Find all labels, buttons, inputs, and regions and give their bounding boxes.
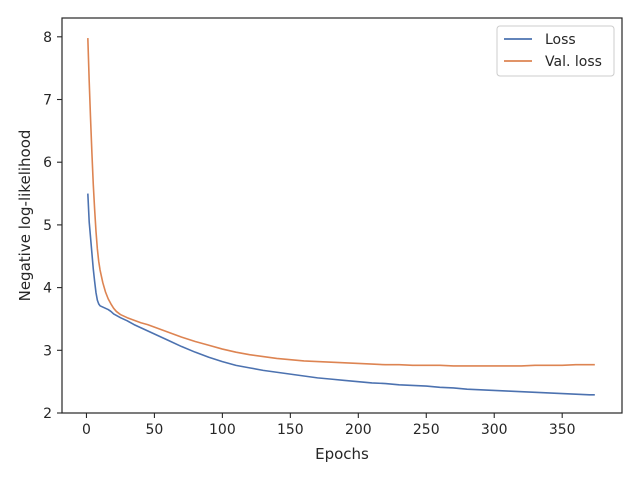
x-axis: 0 50 100 150 200 250 300 350 — [82, 413, 576, 438]
legend-label: Loss — [545, 32, 576, 48]
y-tick-label: 5 — [43, 218, 52, 234]
x-tick-label: 50 — [146, 422, 164, 438]
plot-frame — [61, 17, 623, 414]
legend-label: Val. loss — [545, 54, 602, 70]
y-tick-label: 3 — [43, 343, 52, 359]
series-line-loss — [87, 193, 595, 396]
plot-lines — [87, 38, 595, 396]
x-tick-label: 250 — [413, 422, 440, 438]
x-tick-label: 200 — [345, 422, 372, 438]
x-tick-label: 0 — [82, 422, 91, 438]
x-tick-label: 300 — [481, 422, 508, 438]
y-axis-label: Negative log-likelihood — [16, 130, 34, 302]
x-tick-label: 350 — [549, 422, 576, 438]
y-tick-label: 2 — [43, 406, 52, 422]
y-tick-label: 6 — [43, 155, 52, 171]
y-axis: 2 3 4 5 6 7 8 — [43, 30, 62, 422]
x-tick-label: 100 — [209, 422, 236, 438]
y-tick-label: 7 — [43, 93, 52, 109]
x-axis-label: Epochs — [315, 445, 369, 463]
y-tick-label: 8 — [43, 30, 52, 46]
x-tick-label: 150 — [277, 422, 304, 438]
y-tick-label: 4 — [43, 281, 52, 297]
legend: Loss Val. loss — [496, 25, 615, 77]
series-line-val-loss — [87, 38, 595, 367]
